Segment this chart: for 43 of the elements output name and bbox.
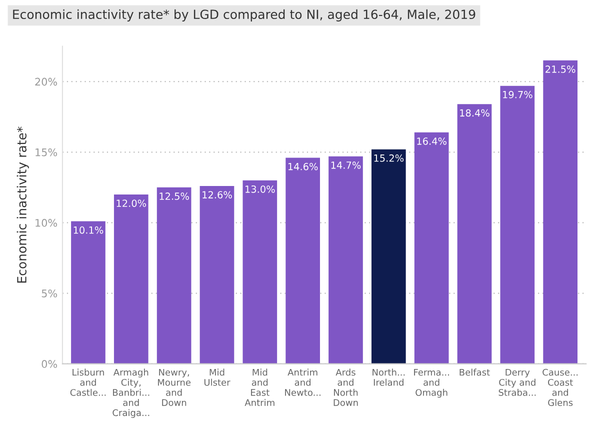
x-tick-label: North... Ireland	[372, 368, 405, 386]
data-label: 16.4%	[417, 138, 446, 145]
bar	[414, 132, 449, 364]
bar	[371, 149, 406, 364]
x-tick-label: Mid Ulster	[204, 368, 230, 386]
y-tick-label: 5%	[42, 289, 58, 298]
x-tick-label: Mid and East Antrim	[244, 368, 274, 406]
y-tick-label: 15%	[36, 148, 58, 156]
x-tick-label: Newry, Mourne and Down	[158, 368, 191, 406]
x-tick-label: Belfast	[460, 368, 490, 376]
bar	[543, 60, 578, 364]
bar	[242, 180, 278, 364]
data-label: 13.0%	[246, 185, 275, 193]
data-label: 19.7%	[503, 90, 532, 98]
chart-title: Economic inactivity rate* by LGD compared to NI, aged 16-64, Male, 2019	[13, 9, 476, 22]
data-label: 10.1%	[74, 226, 104, 234]
data-label: 21.5%	[546, 66, 576, 73]
bar	[457, 104, 492, 364]
x-tick-label: Armagh City, Banbri... and Craiga...	[112, 368, 150, 418]
x-tick-label: Lisburn and Castle...	[70, 368, 106, 396]
data-label: 12.6%	[202, 191, 232, 198]
data-label: 15.2%	[374, 154, 404, 162]
bar	[328, 156, 363, 364]
bar	[286, 158, 320, 364]
data-label: 12.0%	[116, 200, 146, 207]
data-label: 14.6%	[288, 162, 318, 170]
x-tick-label: Antrim and Newto...	[285, 368, 320, 396]
y-axis-title: Economic inactivity rate*	[16, 126, 29, 283]
data-label: 12.5%	[160, 192, 189, 200]
x-tick-label: Ferma... and Omagh	[414, 368, 449, 398]
bar	[500, 86, 535, 364]
data-label: 14.7%	[331, 161, 361, 169]
y-tick-label: 0%	[42, 360, 58, 368]
bar	[71, 221, 106, 364]
data-label: 18.4%	[460, 109, 490, 117]
bar	[200, 186, 234, 364]
y-tick-label: 10%	[36, 218, 58, 227]
bar	[114, 194, 148, 364]
y-tick-label: 20%	[35, 78, 58, 86]
x-tick-label: Derry City and Straba...	[498, 368, 536, 396]
x-tick-label: Cause... Coast and Glens	[542, 368, 578, 406]
bar	[156, 187, 192, 364]
x-tick-label: Ards and North Down	[334, 368, 358, 406]
